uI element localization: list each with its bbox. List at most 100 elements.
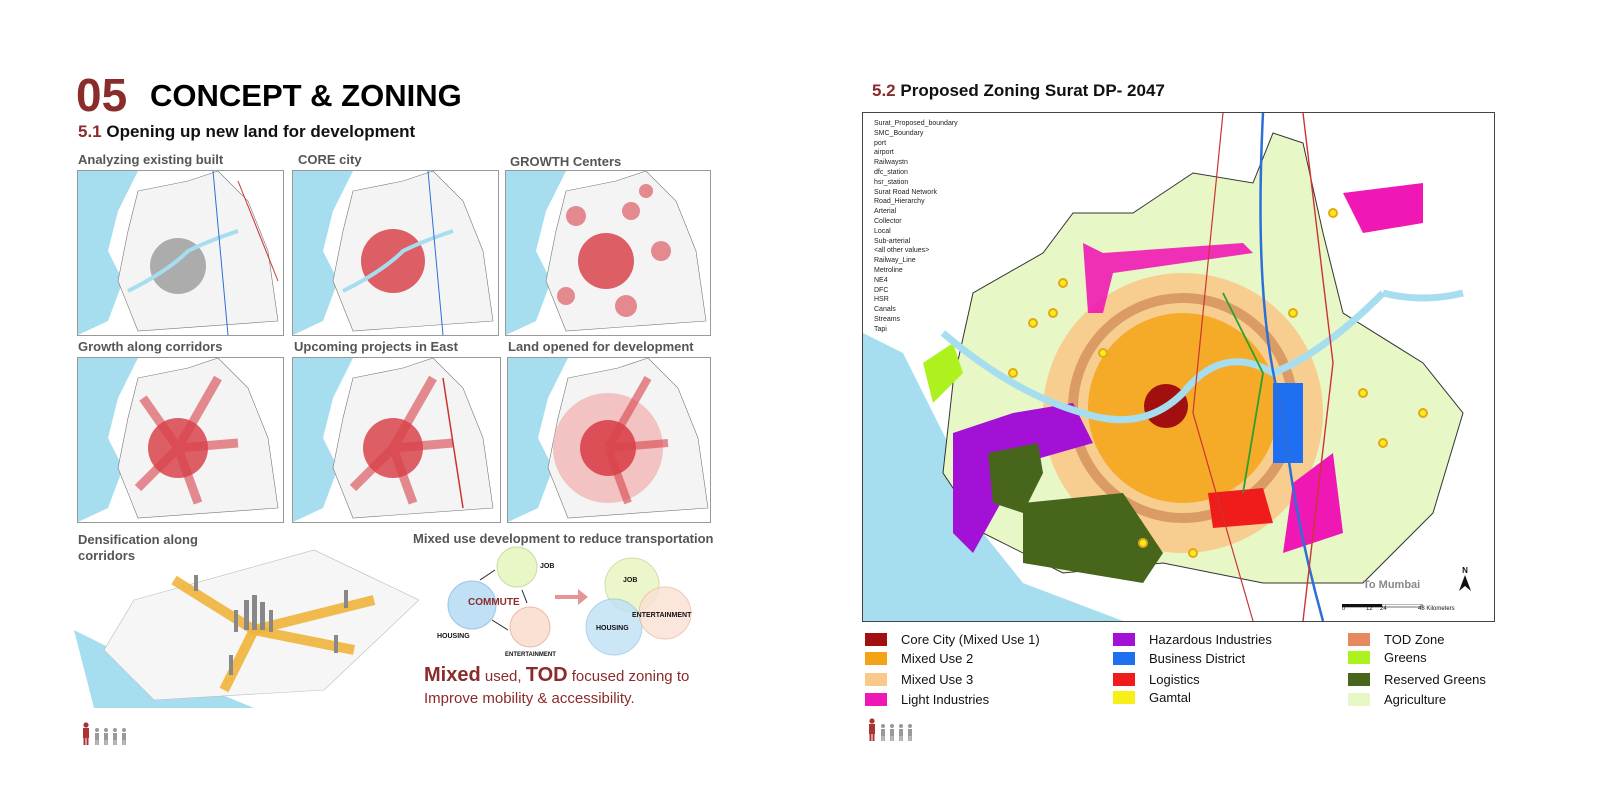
people-icon [80,722,128,746]
densification-caption: Densification along corridors [78,532,198,563]
map-legend-item: airport [874,149,894,157]
diagram-label-entertainment: ENTERTAINMENT [505,652,556,658]
map-legend-item: dfc_station [874,168,908,176]
legend-swatch [1113,652,1135,665]
legend-label: Business District [1149,651,1246,666]
map-growth-corridors [77,357,284,523]
subsection-title: 5.1 Opening up new land for development [78,122,415,142]
diagram-label-housing: HOUSING [437,633,470,640]
map-legend-item: Tapi [874,325,887,333]
map-legend: Surat_Proposed_boundary SMC_Boundary por… [874,119,984,335]
zoning-legend-item: Greens [1348,650,1427,665]
densification-3d-illustration [74,540,420,708]
scale-label-12: 12 [1366,606,1373,612]
map-legend-item: Arterial [874,208,897,216]
zoning-statement: Mixed used, TOD focused zoning to Improv… [424,664,689,710]
panel-caption-3: GROWTH Centers [510,154,622,169]
north-label: N [1462,566,1468,575]
diagram-label-job: JOB [540,563,555,570]
map-land-opened [507,357,711,523]
legend-swatch [1348,693,1370,706]
statement-text-1: used, [480,668,526,685]
zoning-legend-item: Business District [1113,651,1245,666]
zoning-legend-item: Mixed Use 3 [865,672,973,687]
scale-label-24: 24 [1380,606,1387,612]
subsection-number: 5.1 [78,122,102,141]
map-legend-item: Canals [874,306,896,314]
map-legend-item: Railwaystn [874,159,908,167]
map-growth-centers [505,170,711,336]
scale-label-48: 48 Kilometers [1418,606,1455,612]
map-upcoming-east [292,357,501,523]
panel-caption-4: Growth along corridors [78,339,223,354]
statement-bold-mixed: Mixed [424,664,481,686]
right-subsection-number: 5.2 [872,81,896,100]
zoning-legend-item: Light Industries [865,692,989,707]
legend-swatch [1348,633,1370,646]
zoning-legend-item: Mixed Use 2 [865,651,973,666]
legend-label: Core City (Mixed Use 1) [901,632,1040,647]
north-arrow-icon: N [1458,566,1472,591]
zoning-map [862,112,1495,622]
legend-swatch [865,652,887,665]
legend-label: Agriculture [1384,692,1447,707]
diagram-label-entertainment-2: ENTERTAINMENT [632,612,692,619]
map-existing-built [77,170,284,336]
statement-text-2: focused zoning to [567,668,690,685]
map-core-city [292,170,499,336]
legend-label: Greens [1384,650,1427,665]
map-legend-item: <all other values> [874,247,930,255]
diagram-label-housing-2: HOUSING [596,625,629,632]
mixed-use-diagram [430,545,710,665]
zoning-legend-item: Logistics [1113,672,1200,687]
legend-label: Logistics [1149,672,1200,687]
map-legend-item: Local [874,227,891,235]
people-icon [866,718,914,742]
subsection-label: Opening up new land for development [106,122,416,141]
diagram-label-commute: COMMUTE [468,597,520,608]
panel-caption-5: Upcoming projects in East [294,339,458,354]
right-subsection-label: Proposed Zoning Surat DP- 2047 [900,81,1165,100]
diagram-label-job-2: JOB [623,577,638,584]
legend-label: Hazardous Industries [1149,632,1272,647]
statement-line-2: Improve mobility & accessibility. [424,690,635,707]
legend-swatch [865,673,887,686]
zoning-legend-item: Reserved Greens [1348,672,1486,687]
section-number: 05 [76,69,128,121]
map-legend-item: Collector [874,217,902,225]
map-legend-item: Sub-arterial [874,237,911,245]
map-legend-item: Railway_Line [874,257,916,265]
statement-bold-tod: TOD [525,664,568,686]
legend-label: Mixed Use 2 [901,651,974,666]
map-legend-item: Metroline [874,266,903,274]
legend-label: Gamtal [1149,690,1191,705]
right-subsection-title: 5.2 Proposed Zoning Surat DP- 2047 [872,81,1165,101]
legend-swatch [1348,673,1370,686]
legend-label: TOD Zone [1384,632,1445,647]
legend-swatch [865,693,887,706]
zoning-legend-item: Hazardous Industries [1113,632,1272,647]
map-legend-item: Surat Road Network [874,188,938,196]
section-title: CONCEPT & ZONING [150,78,462,113]
map-legend-item: Road_Hierarchy [874,198,925,206]
legend-swatch [1348,651,1370,664]
legend-label: Light Industries [901,692,990,707]
panel-caption-6: Land opened for development [508,339,694,354]
map-legend-item: hsr_station [874,178,909,186]
map-legend-item: port [874,139,887,147]
panel-caption-2: CORE city [298,152,362,167]
legend-label: Reserved Greens [1384,672,1486,687]
to-mumbai-label: To Mumbai [1363,579,1421,591]
legend-swatch [865,633,887,646]
scale-label-0: 0 [1342,606,1346,612]
zoning-legend-item: Agriculture [1348,692,1446,707]
map-legend-item: DFC [874,286,889,294]
panel-caption-1: Analyzing existing built [78,152,224,167]
zoning-legend-item: TOD Zone [1348,632,1444,647]
map-legend-item: Streams [874,315,901,323]
mixed-use-caption: Mixed use development to reduce transpor… [413,531,714,546]
map-legend-item: HSR [874,296,889,304]
scale-bar: 0 12 24 48 Kilometers [1342,604,1482,616]
legend-swatch [1113,673,1135,686]
map-legend-item: SMC_Boundary [874,129,924,137]
